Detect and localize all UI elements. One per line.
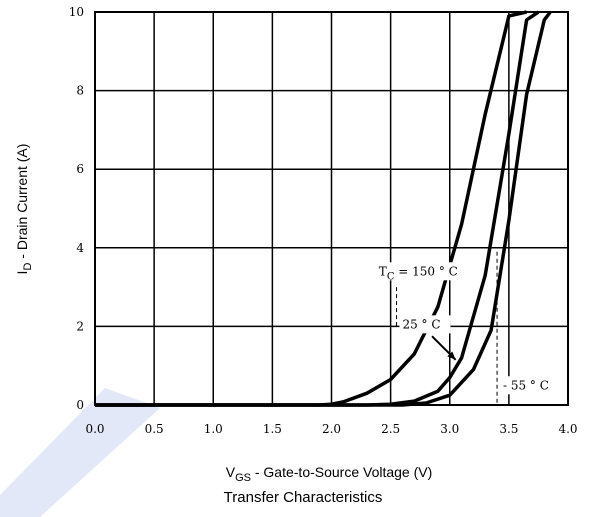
y-tick-labels: 0 2 4 6 8 10	[69, 5, 85, 412]
annotation-arrowhead	[447, 351, 456, 360]
y-tick-label: 4	[76, 241, 84, 255]
watermark-layer	[0, 388, 160, 517]
y-tick-label: 0	[76, 398, 84, 412]
x-tick-label: 3.0	[440, 422, 459, 436]
x-tick-label: 0.0	[85, 422, 104, 436]
y-tick-label: 8	[76, 84, 84, 98]
annotation-background	[375, 262, 475, 281]
watermark-shape	[0, 388, 160, 517]
series-line	[95, 10, 527, 407]
x-tick-label: 4.0	[558, 422, 577, 436]
y-axis-label: ID - Drain Current (A)	[14, 144, 34, 275]
x-tick-label: 2.0	[322, 422, 341, 436]
curve-annotation: TC = 150 ° C	[379, 264, 458, 282]
annotation-background	[399, 315, 451, 334]
x-tick-labels: 0.0 0.5 1.0 1.5 2.0 2.5 3.0 3.5 4.0	[85, 422, 577, 436]
y-tick-label: 2	[76, 319, 84, 333]
curve-annotation: - 55 ° C	[503, 378, 549, 392]
series-line	[95, 10, 552, 407]
y-tick-label: 6	[76, 162, 84, 176]
annotation-layer: TC = 150 ° C 25 ° C - 55 ° C	[375, 262, 566, 395]
chart-title: Transfer Characteristics	[224, 489, 383, 506]
x-axis-label: VGS - Gate-to-Source Voltage (V)	[226, 464, 433, 484]
y-tick-label: 10	[69, 5, 84, 19]
annotation-background	[499, 376, 566, 395]
series-layer	[95, 10, 552, 407]
x-tick-label: 3.5	[499, 422, 518, 436]
x-tick-label: 1.0	[204, 422, 223, 436]
x-tick-label: 2.5	[381, 422, 400, 436]
series-line	[95, 10, 540, 407]
curve-annotation: 25 ° C	[402, 317, 440, 331]
x-tick-label: 1.5	[263, 422, 282, 436]
x-tick-label: 0.5	[145, 422, 164, 436]
